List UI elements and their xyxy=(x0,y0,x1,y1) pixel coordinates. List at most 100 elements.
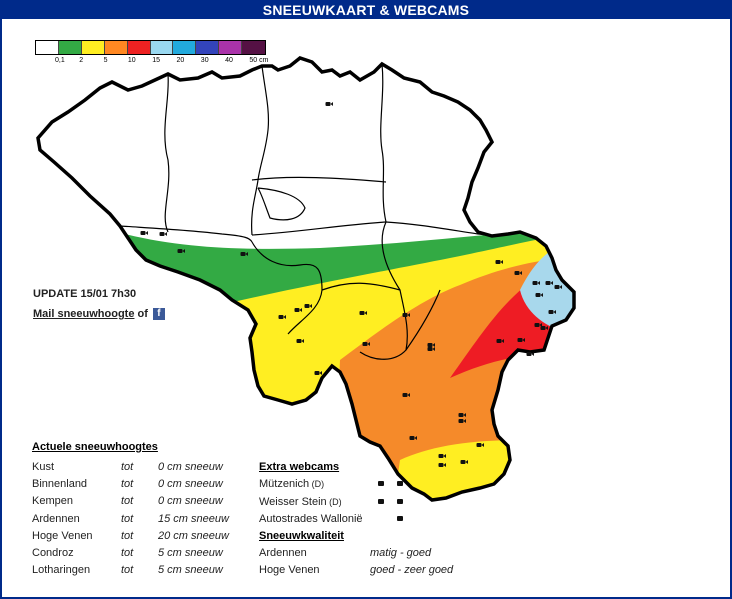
snow-depth-tot: tot xyxy=(121,564,134,577)
webcam-icon[interactable] xyxy=(397,498,403,504)
webcam-icon[interactable] xyxy=(535,293,541,297)
webcam-icon[interactable] xyxy=(397,481,403,486)
webcam-icon-lens xyxy=(301,339,304,343)
webcam-icon-lens xyxy=(501,339,504,343)
snow-depth-tot: tot xyxy=(121,547,134,559)
webcam-icon[interactable] xyxy=(532,281,538,285)
webcam-link[interactable]: Mützenich (D) xyxy=(259,478,325,490)
webcam-icon[interactable] xyxy=(438,463,444,467)
webcam-icon-lens xyxy=(367,342,370,346)
webcam-icon-lens xyxy=(299,308,302,312)
webcam-icon[interactable] xyxy=(514,271,520,275)
legend-tick-label: 15 xyxy=(152,57,160,64)
legend-tick-label: 40 xyxy=(225,57,233,64)
webcam-icon[interactable] xyxy=(294,308,300,312)
webcam-icon[interactable] xyxy=(240,252,246,256)
snow-depth-tot: tot xyxy=(121,495,134,508)
webcam-icon[interactable] xyxy=(458,413,464,417)
webcam-icon-lens xyxy=(465,460,468,464)
webcam-icon[interactable] xyxy=(554,285,560,289)
webcam-icon-lens xyxy=(481,443,484,447)
mail-suffix: of xyxy=(134,308,151,320)
legend-swatch xyxy=(104,41,128,54)
webcam-icon[interactable] xyxy=(526,352,532,356)
webcam-icon-lens xyxy=(550,281,553,285)
legend-ticks: 0,1 2 5 10 15 20 30 40 50 cm xyxy=(35,55,275,67)
webcam-icon[interactable] xyxy=(427,343,433,347)
webcam-icon-lens xyxy=(545,326,548,330)
webcam-icon[interactable] xyxy=(548,310,554,314)
webcam-icon-lens xyxy=(500,260,503,264)
webcam-icon-lens xyxy=(553,310,556,314)
webcam-icon-lens xyxy=(519,271,522,275)
snow-depth-region: Condroz xyxy=(32,547,74,559)
webcam-icon-lens xyxy=(559,285,562,289)
webcam-icon[interactable] xyxy=(278,315,284,319)
webcam-icon[interactable] xyxy=(304,304,310,308)
mail-snow-depth: Mail sneeuwhoogte of f xyxy=(33,308,165,321)
snow-depth-value: 0 cm sneeuw xyxy=(158,478,223,491)
webcam-icon[interactable] xyxy=(495,260,501,264)
webcam-icon-lens xyxy=(414,436,417,440)
legend-swatch xyxy=(242,41,265,54)
webcam-icon[interactable] xyxy=(296,339,302,343)
webcam-icon-lens xyxy=(531,352,534,356)
quality-region: Ardennen xyxy=(259,547,307,559)
snow-depth-tot: tot xyxy=(121,512,134,525)
webcam-icon[interactable] xyxy=(359,311,365,315)
webcam-link[interactable]: Autostrades Wallonië xyxy=(259,513,363,525)
snow-legend: 0,1 2 5 10 15 20 30 40 50 cm xyxy=(35,40,275,67)
webcam-icon[interactable] xyxy=(460,460,466,464)
mail-snow-depth-link[interactable]: Mail sneeuwhoogte xyxy=(33,308,135,320)
webcam-icon[interactable] xyxy=(476,443,482,447)
webcam-icon[interactable] xyxy=(409,436,415,440)
snow-depth-value: 0 cm sneeuw xyxy=(158,495,223,508)
quality-value: matig - goed xyxy=(370,547,432,559)
snow-depth-region: Kust xyxy=(32,461,55,473)
webcam-link[interactable]: Weisser Stein (D) xyxy=(259,495,342,508)
legend-tick-label: 2 xyxy=(79,57,84,64)
webcam-icon-lens xyxy=(537,281,540,285)
update-timestamp: UPDATE 15/01 7h30 xyxy=(33,288,137,300)
webcam-icon[interactable] xyxy=(517,338,523,342)
legend-swatch xyxy=(81,41,105,54)
webcam-icon[interactable] xyxy=(362,342,368,346)
webcam-icon[interactable] xyxy=(140,231,146,235)
webcam-icon[interactable] xyxy=(458,419,464,423)
legend-swatch xyxy=(196,41,220,54)
snow-depth-value: 0 cm sneeuw xyxy=(158,461,223,473)
legend-swatch xyxy=(127,41,151,54)
webcam-icon[interactable] xyxy=(427,347,433,351)
webcam-icon-lens xyxy=(539,323,542,327)
webcam-icon[interactable] xyxy=(534,323,540,327)
webcam-icon[interactable] xyxy=(545,281,551,285)
legend-swatch xyxy=(58,41,82,54)
webcam-icon[interactable] xyxy=(378,498,384,504)
webcam-icon[interactable] xyxy=(159,232,165,236)
quality-region: Hoge Venen xyxy=(259,564,320,576)
webcam-icon[interactable] xyxy=(378,481,384,486)
webcam-icon-lens xyxy=(432,343,435,347)
webcam-icon[interactable] xyxy=(402,393,408,397)
webcam-icon[interactable] xyxy=(540,326,546,330)
webcam-icon[interactable] xyxy=(325,102,331,106)
webcam-icon-lens xyxy=(407,313,410,317)
facebook-icon[interactable]: f xyxy=(152,308,165,321)
webcam-icon-lens xyxy=(443,463,446,467)
webcam-icon[interactable] xyxy=(314,371,320,375)
webcam-icon[interactable] xyxy=(402,313,408,317)
legend-tick-label: 10 xyxy=(127,57,136,64)
webcam-icon-lens xyxy=(407,393,410,397)
webcam-icon[interactable] xyxy=(438,454,444,458)
webcam-icon-lens xyxy=(164,232,167,236)
webcam-icon[interactable] xyxy=(496,339,502,343)
legend-swatch xyxy=(219,41,243,54)
webcam-icon-lens xyxy=(443,454,446,458)
legend-tick-label: 30 xyxy=(200,57,209,64)
webcam-icon[interactable] xyxy=(397,516,403,521)
legend-swatches xyxy=(35,40,266,55)
quality-heading: Sneeuwkwaliteit xyxy=(259,530,344,542)
webcam-icon[interactable] xyxy=(177,249,183,253)
webcam-icon-lens xyxy=(245,252,248,256)
legend-tick-label: 50 cm xyxy=(249,57,269,64)
